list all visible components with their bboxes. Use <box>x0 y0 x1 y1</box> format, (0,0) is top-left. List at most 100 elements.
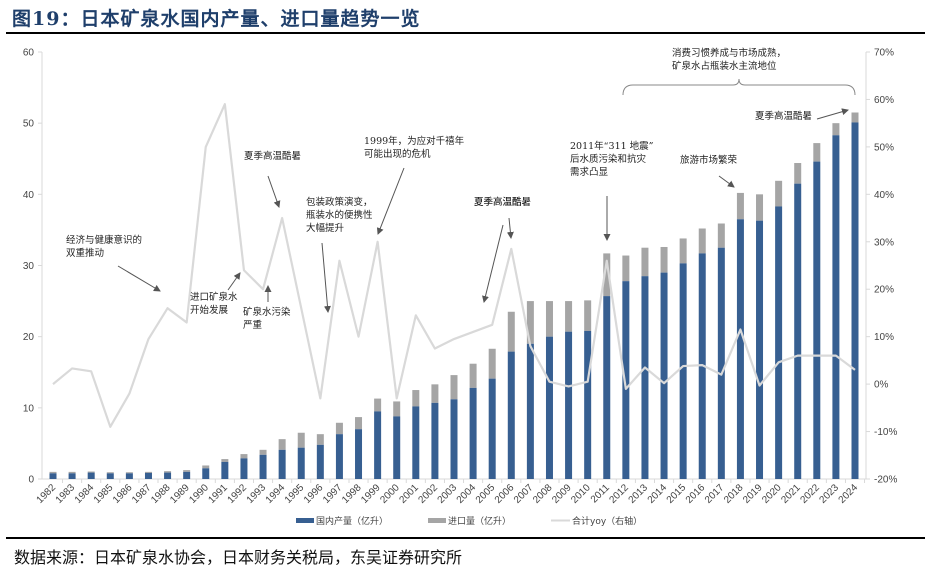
import-bar <box>622 255 630 282</box>
legend-imports-label: 进口量（亿升） <box>448 515 511 527</box>
x-tick-label: 2001 <box>397 482 421 506</box>
x-tick-label: 1986 <box>111 482 135 506</box>
x-tick-label: 1995 <box>283 482 307 506</box>
import-bar <box>164 471 172 473</box>
domestic-bar <box>526 343 534 479</box>
x-tick-label: 1985 <box>92 482 116 506</box>
annotation-arrow <box>506 217 514 239</box>
yoy-line <box>52 103 856 428</box>
import-bar <box>125 472 133 474</box>
legend-yoy-label: 合计yoy（右轴） <box>572 515 642 527</box>
domestic-bar <box>622 281 630 479</box>
left-tick-label: 10 <box>23 403 35 414</box>
domestic-bar <box>297 447 305 479</box>
import-bar <box>49 471 57 474</box>
x-tick-label: 1990 <box>187 482 211 506</box>
x-tick-label: 2007 <box>512 482 536 506</box>
left-tick-label: 30 <box>23 261 35 272</box>
annotation-text: 夏季高温酷暑 <box>755 110 812 122</box>
domestic-bar <box>393 416 401 479</box>
annotation-text: 严重 <box>243 319 263 331</box>
import-bar <box>851 112 859 123</box>
import-bar <box>488 348 496 379</box>
domestic-bar <box>775 206 783 479</box>
x-tick-label: 2019 <box>741 482 765 506</box>
x-tick-label: 1983 <box>54 482 78 506</box>
x-tick-label: 2024 <box>837 482 861 506</box>
annotation-text: 包装政策演变， <box>306 196 373 208</box>
import-bar <box>144 471 152 473</box>
x-tick-label: 1992 <box>226 482 250 506</box>
right-tick-label: 10% <box>874 332 894 343</box>
domestic-bar <box>641 276 649 479</box>
x-tick-label: 2021 <box>779 482 803 506</box>
x-tick-label: 2017 <box>703 482 727 506</box>
legend-domestic-label: 国内产量（亿升） <box>316 515 388 527</box>
domestic-bar <box>355 429 363 479</box>
chart: 0 10 20 30 40 50 60 -20% -10% 0% 10% 20% 30% 40% 50% 60… <box>23 47 898 527</box>
x-tick-label: 1989 <box>168 482 192 506</box>
import-bar <box>335 422 343 435</box>
domestic-bar <box>832 135 840 479</box>
import-bar <box>584 300 592 331</box>
import-bar <box>641 247 649 277</box>
annotation-text: 需求凸显 <box>570 166 609 178</box>
domestic-bar <box>660 272 668 479</box>
x-tick-label: 1987 <box>130 482 154 506</box>
x-tick-label: 1994 <box>264 482 288 506</box>
legend-domestic-swatch <box>296 518 314 523</box>
import-bar <box>412 390 420 407</box>
x-tick-label: 2005 <box>474 482 498 506</box>
import-bar <box>507 311 515 352</box>
domestic-bar <box>507 351 515 479</box>
import-bar <box>756 194 764 221</box>
x-tick-label: 2002 <box>417 482 441 506</box>
domestic-bar <box>736 219 744 479</box>
domestic-bar <box>717 247 725 479</box>
domestic-bar <box>278 449 286 479</box>
domestic-bar <box>756 220 764 480</box>
import-bar <box>393 401 401 417</box>
import-bar <box>717 223 725 248</box>
domestic-bar <box>316 444 324 479</box>
annotation-arrow <box>816 108 849 120</box>
annotation-arrow <box>376 167 405 235</box>
import-bar <box>813 143 821 162</box>
x-tick-label: 2003 <box>436 482 460 506</box>
domestic-bar <box>202 468 210 479</box>
annotation-text: 2011年“311 地震” <box>570 140 654 152</box>
domestic-bar <box>794 183 802 480</box>
top-divider <box>6 32 925 34</box>
import-bar <box>87 471 95 473</box>
domestic-bar <box>87 472 95 479</box>
annotation-arrow <box>267 175 281 208</box>
x-tick-label: 2014 <box>646 482 670 506</box>
annotation-text: 大幅提升 <box>306 222 345 234</box>
annotation-text: 可能出现的危机 <box>364 148 431 160</box>
import-bar <box>660 246 668 273</box>
x-tick-label: 1982 <box>35 482 59 506</box>
domestic-bar <box>488 378 496 479</box>
annotation-text: 后水质污染和抗灾 <box>570 153 647 165</box>
import-bar <box>603 253 611 297</box>
x-tick-label: 2023 <box>818 482 842 506</box>
x-tick-label: 2018 <box>722 482 746 506</box>
domestic-bar <box>259 454 267 479</box>
annotation-text: 瓶装水的便携性 <box>306 209 373 221</box>
import-bar <box>794 163 802 184</box>
annotation-text: 夏季高温酷暑 <box>474 196 531 208</box>
x-tick-label: 2013 <box>627 482 651 506</box>
data-source: 数据来源：日本矿泉水协会，日本财务关税局，东吴证券研究所 <box>14 548 463 567</box>
x-tick-label: 2012 <box>607 482 631 506</box>
domestic-bar <box>679 263 687 479</box>
x-tick-label: 2015 <box>665 482 689 506</box>
x-tick-label: 2011 <box>589 482 612 505</box>
domestic-bar <box>851 122 859 479</box>
import-bar <box>775 180 783 207</box>
left-tick-label: 50 <box>23 119 35 130</box>
figure-title: 图19：日本矿泉水国内产量、进口量趋势一览 <box>12 8 421 30</box>
import-bar <box>278 439 286 450</box>
import-bar <box>259 449 267 455</box>
x-tick-label: 2016 <box>684 482 708 506</box>
domestic-bar <box>813 161 821 479</box>
